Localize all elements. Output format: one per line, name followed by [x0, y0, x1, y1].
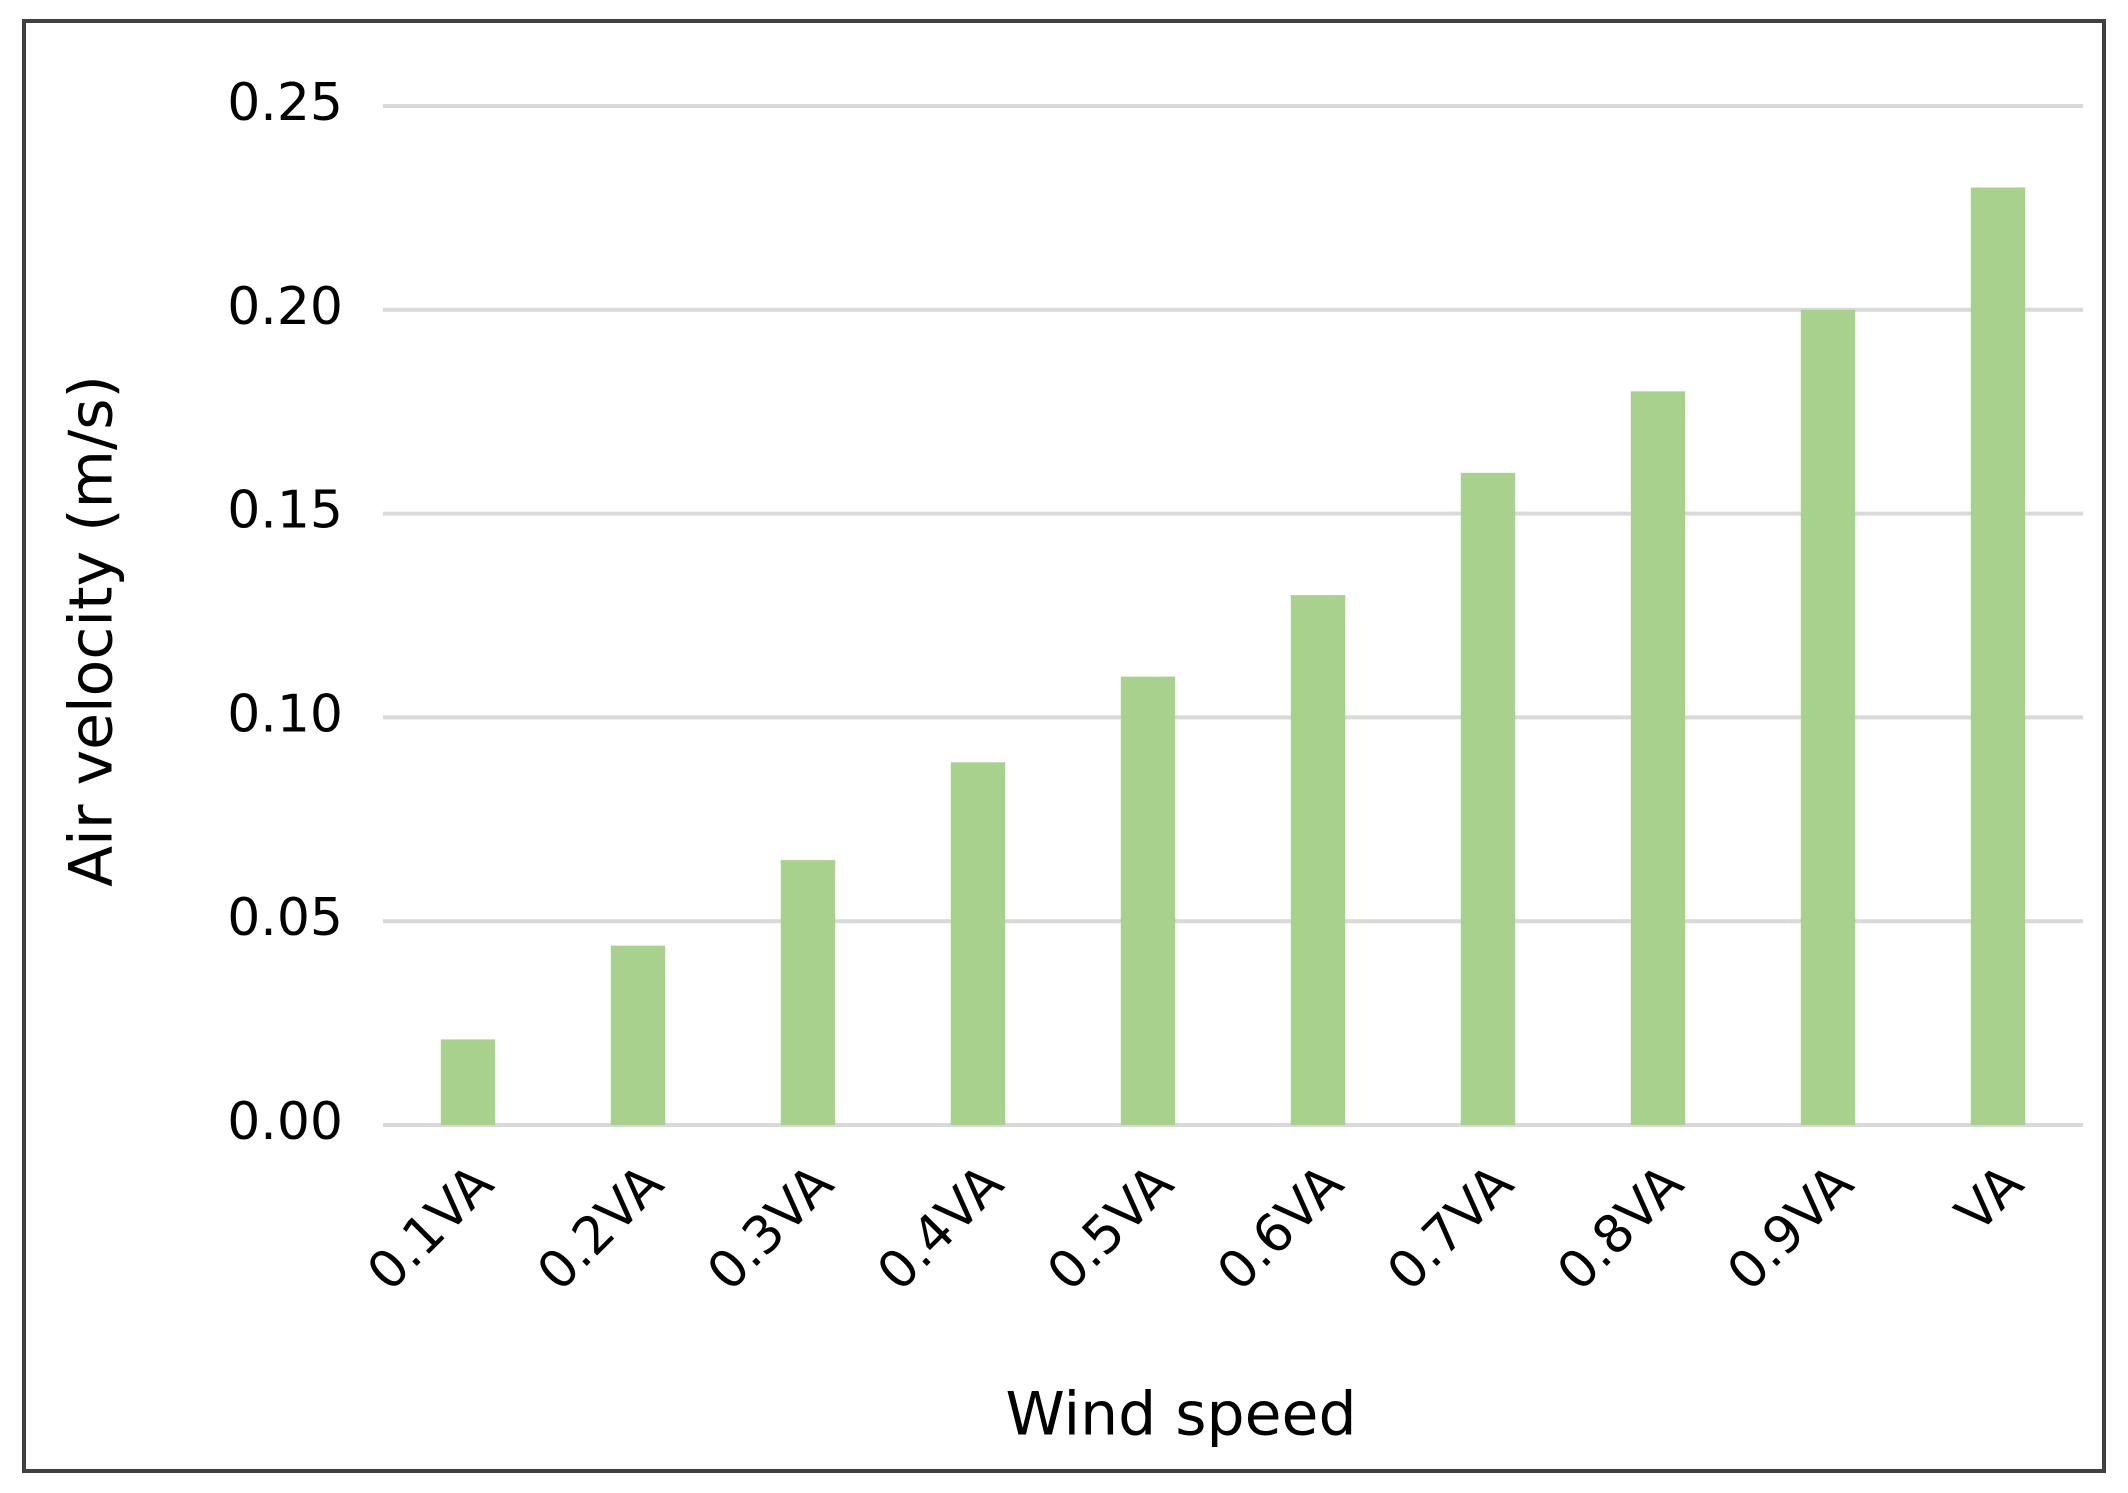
bar [1460, 472, 1516, 1126]
y-tick-label: 0.10 [227, 684, 343, 744]
bar [1290, 595, 1346, 1125]
bar [1800, 309, 1856, 1125]
bar [610, 945, 666, 1125]
bar [1120, 676, 1176, 1125]
bar [440, 1039, 496, 1125]
bar [1630, 391, 1686, 1125]
y-tick-label: 0.20 [227, 277, 343, 337]
bar [950, 762, 1006, 1125]
y-tick-label: 0.05 [227, 888, 343, 948]
chart-border [22, 19, 2106, 1473]
bar [1970, 187, 2026, 1125]
x-axis-title: Wind speed [1005, 1380, 1356, 1450]
y-axis-title: Air velocity (m/s) [57, 375, 127, 887]
y-tick-label: 0.15 [227, 481, 343, 541]
y-tick-label: 0.25 [227, 73, 343, 133]
bar [780, 860, 836, 1125]
y-tick-label: 0.00 [227, 1092, 343, 1152]
